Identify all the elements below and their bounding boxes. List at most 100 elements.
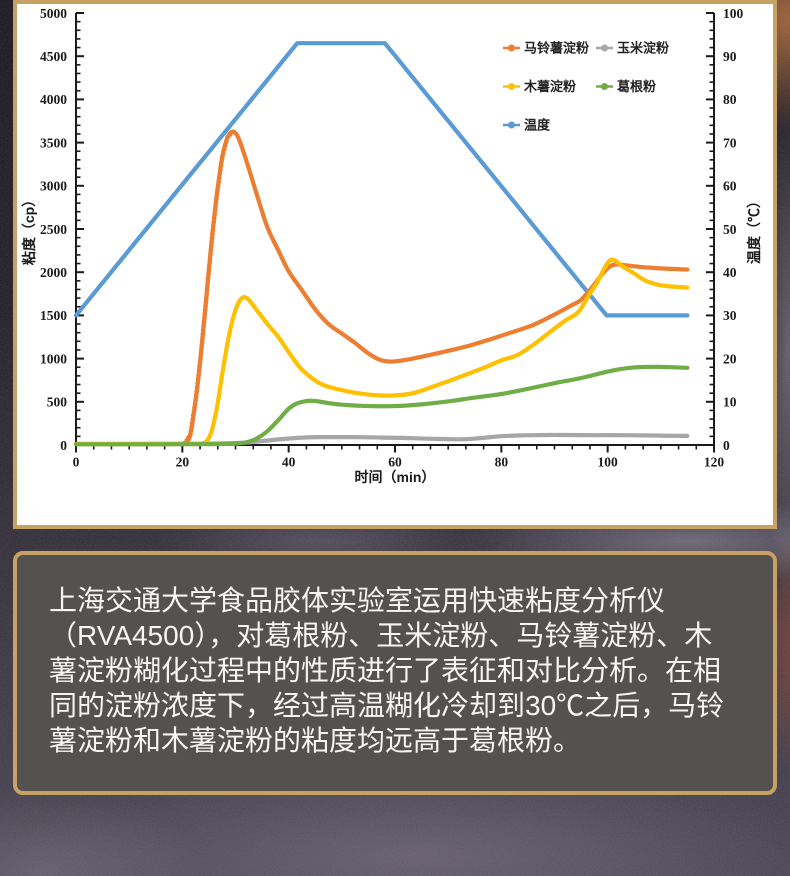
- series-marker-potato-starch: [198, 351, 204, 357]
- series-marker-potato-starch: [190, 416, 195, 422]
- series-marker-potato-starch: [188, 432, 193, 437]
- series-marker-potato-starch: [223, 143, 228, 148]
- y-axis-right-tick-label: 10: [723, 395, 737, 410]
- series-marker-potato-starch: [197, 364, 202, 370]
- series-marker-potato-starch: [203, 303, 208, 309]
- series-marker-potato-starch: [206, 267, 212, 273]
- series-marker-potato-starch: [210, 227, 216, 233]
- x-axis-tick-label: 100: [598, 455, 619, 470]
- series-marker-potato-starch: [218, 163, 224, 168]
- y-axis-left-tick-label: 3000: [40, 179, 67, 194]
- series-marker-potato-starch: [203, 299, 209, 305]
- y-axis-left-tick-label: 5000: [40, 6, 67, 21]
- series-marker-potato-starch: [193, 397, 198, 403]
- series-marker-potato-starch: [190, 413, 196, 418]
- caption-line: 薯淀粉糊化过程中的性质进行了表征和对比分析。在相: [49, 655, 722, 686]
- series-marker-potato-starch: [200, 335, 205, 341]
- series-marker-potato-starch: [216, 179, 221, 185]
- series-marker-potato-starch: [206, 263, 212, 269]
- viscosity-temperature-chart: 0500100015002000250030003500400045005000…: [21, 6, 762, 485]
- series-marker-potato-starch: [198, 356, 203, 361]
- y-axis-left-tick-label: 500: [47, 395, 68, 410]
- series-marker-potato-starch: [211, 219, 217, 225]
- series-marker-potato-starch: [213, 200, 219, 205]
- series-line-kudzu-root-powder: [73, 364, 690, 447]
- y-axis-right-tick-label: 70: [723, 135, 737, 150]
- series-marker-potato-starch: [209, 239, 214, 245]
- series-marker-potato-starch: [197, 360, 203, 365]
- x-axis-tick-label: 60: [388, 455, 402, 470]
- series-marker-potato-starch: [218, 167, 223, 172]
- legend-marker-dot-potato-starch: [508, 44, 515, 52]
- y-axis-right-tick-label: 80: [723, 92, 737, 107]
- y-axis-left-tick-label: 2500: [40, 222, 67, 237]
- legend-label-temperature: 温度: [524, 118, 551, 133]
- y-axis-right-tick-label: 20: [723, 351, 737, 366]
- x-axis-tick-label: 80: [495, 455, 509, 470]
- series-marker-potato-starch: [199, 339, 205, 345]
- series-marker-potato-starch: [201, 319, 207, 325]
- y-axis-right-tick-label: 100: [723, 6, 744, 21]
- x-axis-tick-label: 120: [704, 455, 725, 470]
- y-axis-left-tick-label: 1500: [40, 308, 67, 323]
- series-marker-potato-starch: [192, 401, 198, 407]
- y-axis-right-tick-label: 90: [723, 49, 737, 64]
- series-marker-potato-starch: [193, 393, 199, 399]
- series-marker-potato-starch: [206, 271, 211, 277]
- series-marker-potato-starch: [208, 251, 213, 257]
- caption-box: 上海交通大学食品胶体实验室运用快速粘度分析仪 （RVA4500），对葛根粉、玉米…: [13, 551, 777, 795]
- series-marker-potato-starch: [208, 247, 214, 253]
- series-marker-potato-starch: [194, 389, 199, 395]
- series-marker-potato-starch: [211, 223, 216, 229]
- series-marker-potato-starch: [214, 196, 219, 201]
- series-marker-potato-starch: [207, 255, 213, 261]
- y-axis-left-tick-label: 4000: [40, 92, 67, 107]
- series-marker-potato-starch: [195, 381, 200, 386]
- legend-label-tapioca-starch: 木薯淀粉: [523, 79, 576, 94]
- series-marker-potato-starch: [208, 243, 214, 249]
- series-marker-potato-starch: [219, 159, 224, 164]
- legend-label-corn-starch: 玉米淀粉: [617, 41, 669, 56]
- series-marker-potato-starch: [204, 291, 209, 297]
- y-axis-left-tick-label: 3500: [40, 135, 67, 150]
- series-marker-potato-starch: [203, 295, 209, 301]
- series-marker-potato-starch: [210, 231, 215, 237]
- x-axis-tick-label: 0: [73, 455, 80, 470]
- series-marker-potato-starch: [201, 323, 206, 329]
- series-marker-potato-starch: [211, 215, 217, 221]
- y-axis-left-tick-label: 2000: [40, 265, 67, 280]
- series-marker-potato-starch: [199, 343, 205, 349]
- series-line-temperature: [73, 41, 690, 318]
- x-axis-tick-label: 20: [176, 455, 190, 470]
- series-marker-potato-starch: [195, 376, 201, 382]
- x-axis-tick-label: 40: [282, 455, 296, 470]
- series-marker-potato-starch: [205, 279, 211, 285]
- series-marker-potato-starch: [189, 420, 195, 426]
- y-axis-right-tick-label: 30: [723, 308, 737, 323]
- series-marker-potato-starch: [230, 129, 236, 135]
- series-marker-potato-starch: [196, 368, 202, 374]
- caption-line: 上海交通大学食品胶体实验室运用快速粘度分析仪: [49, 585, 666, 616]
- series-marker-potato-starch: [219, 154, 225, 160]
- y-axis-right-tick-label: 60: [723, 179, 737, 194]
- series-marker-potato-starch: [205, 283, 210, 289]
- series-marker-potato-starch: [199, 347, 204, 353]
- series-marker-potato-starch: [215, 188, 220, 193]
- series-marker-potato-starch: [215, 183, 221, 189]
- series-marker-potato-starch: [200, 331, 206, 337]
- series-marker-potato-starch: [194, 385, 200, 390]
- y-axis-left-tick-label: 0: [60, 438, 67, 453]
- series-marker-potato-starch: [205, 275, 211, 281]
- series-marker-potato-starch: [204, 287, 210, 293]
- caption-line: 薯淀粉和木薯淀粉的粘度均远高于葛根粉。: [49, 725, 582, 756]
- y-axis-left-tick-label: 1000: [40, 351, 67, 366]
- y-axis-left-title: 粘度（cp）: [21, 193, 37, 265]
- series-marker-potato-starch: [202, 311, 208, 317]
- series-marker-potato-starch: [224, 139, 229, 144]
- series-marker-potato-starch: [217, 171, 223, 177]
- series-marker-potato-starch: [189, 424, 194, 430]
- y-axis-right-tick-label: 50: [723, 222, 737, 237]
- legend-marker-dot-tapioca-starch: [508, 83, 515, 90]
- y-axis-right-tick-label: 40: [723, 265, 737, 280]
